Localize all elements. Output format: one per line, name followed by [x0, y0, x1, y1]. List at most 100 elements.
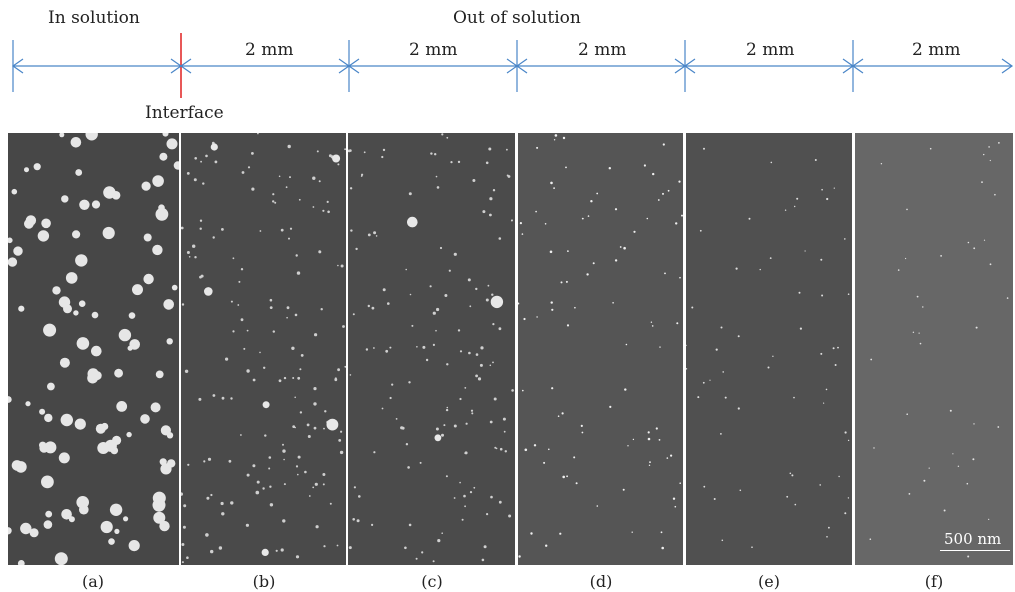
scale-bar: [940, 550, 1010, 551]
particle: [847, 293, 850, 295]
particle: [943, 509, 946, 512]
particle: [633, 230, 636, 233]
particle: [590, 200, 593, 203]
particle: [159, 152, 168, 161]
particle: [713, 498, 716, 500]
particle: [241, 171, 245, 174]
particle: [112, 435, 122, 445]
particle: [44, 413, 53, 423]
sem-panel-e: [686, 133, 852, 565]
particle: [592, 262, 595, 265]
particle: [973, 247, 976, 250]
particle: [679, 482, 681, 485]
particle: [472, 179, 476, 182]
segment-arrows: [11, 58, 1014, 74]
particle: [17, 560, 25, 565]
particle: [430, 152, 433, 155]
particle: [202, 182, 205, 185]
particle: [796, 197, 799, 200]
particle: [703, 485, 706, 488]
particle: [361, 173, 364, 176]
particle: [444, 294, 448, 297]
particle: [212, 236, 215, 239]
particle: [385, 349, 389, 353]
particle: [469, 305, 472, 308]
particle: [72, 230, 81, 239]
particle: [285, 186, 288, 189]
caption-c: (c): [421, 572, 443, 591]
particle: [400, 426, 404, 430]
particle: [967, 241, 970, 244]
particle: [367, 233, 371, 237]
particle: [326, 418, 339, 431]
particle: [407, 466, 410, 469]
particle: [336, 544, 339, 547]
particle: [268, 467, 271, 470]
particle: [691, 306, 694, 309]
particle: [78, 300, 86, 307]
particle: [467, 278, 471, 282]
particle: [252, 464, 256, 468]
particle: [459, 481, 461, 484]
particle: [184, 369, 189, 373]
particle: [238, 280, 241, 283]
particle: [280, 548, 284, 552]
particle: [434, 434, 442, 442]
segment-label-3: 2 mm: [578, 40, 627, 60]
particle: [646, 217, 649, 220]
particle: [340, 264, 344, 268]
particle: [906, 208, 908, 211]
particle: [365, 348, 369, 351]
particle: [735, 267, 738, 270]
particle: [459, 350, 463, 353]
sem-image-b: [181, 133, 346, 565]
particle: [349, 374, 352, 376]
particle: [794, 205, 796, 208]
particle: [8, 237, 13, 244]
particle: [240, 318, 244, 322]
particle: [624, 388, 627, 391]
particle: [41, 475, 54, 489]
particle: [722, 371, 724, 373]
particle: [897, 269, 900, 271]
particle: [751, 546, 753, 548]
particle: [408, 381, 411, 384]
particle: [415, 557, 418, 560]
particle: [60, 413, 73, 427]
particle: [490, 495, 493, 499]
particle: [561, 412, 564, 415]
particle: [240, 268, 244, 271]
particle: [675, 222, 678, 225]
particle: [43, 323, 57, 337]
particle: [61, 195, 69, 203]
sem-image-d: [518, 133, 683, 565]
particle: [608, 167, 611, 170]
particle: [625, 343, 628, 346]
particle: [272, 200, 275, 203]
particle: [109, 503, 123, 516]
particle: [506, 148, 508, 151]
particle: [619, 246, 622, 248]
particle: [453, 497, 456, 499]
particle: [24, 218, 34, 229]
segment-label-4: 2 mm: [746, 40, 795, 60]
segment-label-5: 2 mm: [912, 40, 961, 60]
particle: [101, 422, 109, 431]
particle: [47, 382, 55, 391]
particle: [446, 406, 449, 409]
particle: [551, 387, 554, 390]
particle: [313, 402, 317, 406]
particle: [166, 338, 173, 345]
particle: [905, 257, 907, 260]
particle: [181, 303, 185, 306]
particle: [461, 518, 464, 521]
particle: [269, 485, 272, 488]
particle: [316, 150, 319, 153]
particle: [623, 246, 626, 250]
particle: [306, 423, 310, 427]
particle: [448, 269, 451, 272]
particle: [221, 228, 224, 231]
particle: [300, 354, 304, 357]
particle: [553, 187, 555, 189]
particle: [973, 423, 975, 425]
